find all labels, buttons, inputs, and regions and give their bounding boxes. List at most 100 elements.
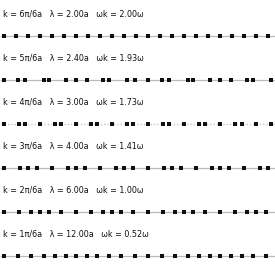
Point (194, 165, 199, 170)
Point (191, 77, 196, 82)
Point (53, 253, 57, 258)
Point (146, 209, 150, 214)
Point (191, 209, 196, 214)
Point (161, 209, 166, 214)
Text: k = 2π/6a   λ = 6.00a   ωk = 1.00ω: k = 2π/6a λ = 6.00a ωk = 1.00ω (3, 186, 143, 195)
Point (59, 121, 64, 126)
Point (158, 33, 163, 38)
Point (50, 165, 54, 170)
Point (233, 209, 238, 214)
Point (98, 33, 103, 38)
Point (122, 33, 127, 38)
Point (107, 77, 111, 82)
Point (229, 253, 233, 258)
Point (210, 165, 214, 170)
Point (62, 33, 66, 38)
Point (269, 121, 274, 126)
Point (258, 165, 262, 170)
Point (146, 165, 150, 170)
Point (167, 77, 172, 82)
Point (53, 121, 57, 126)
Point (16, 253, 20, 258)
Point (131, 121, 136, 126)
Point (110, 121, 114, 126)
Point (182, 209, 186, 214)
Point (26, 165, 30, 170)
Point (197, 121, 202, 126)
Point (110, 209, 114, 214)
Point (160, 77, 164, 82)
Text: k = 6π/6a   λ = 2.00a   ωk = 2.00ω: k = 6π/6a λ = 2.00a ωk = 2.00ω (3, 10, 143, 19)
Point (26, 33, 30, 38)
Point (41, 253, 46, 258)
Point (17, 209, 21, 214)
Point (266, 33, 271, 38)
Point (218, 165, 223, 170)
Point (47, 77, 51, 82)
Point (59, 209, 64, 214)
Point (218, 209, 223, 214)
Point (146, 121, 150, 126)
Point (89, 121, 93, 126)
Point (133, 77, 137, 82)
Text: k = 3π/6a   λ = 4.00a   ωk = 1.41ω: k = 3π/6a λ = 4.00a ωk = 1.41ω (3, 142, 143, 151)
Point (107, 253, 111, 258)
Point (146, 77, 150, 82)
Point (64, 253, 68, 258)
Point (101, 209, 105, 214)
Point (218, 253, 223, 258)
Point (38, 209, 42, 214)
Point (218, 77, 223, 82)
Point (263, 209, 268, 214)
Point (245, 77, 250, 82)
Point (29, 253, 33, 258)
Point (167, 121, 172, 126)
Point (242, 165, 247, 170)
Point (173, 253, 177, 258)
Point (203, 209, 208, 214)
Point (29, 209, 33, 214)
Point (251, 77, 255, 82)
Point (65, 165, 70, 170)
Point (23, 77, 28, 82)
Point (229, 77, 233, 82)
Point (119, 209, 123, 214)
Point (125, 121, 130, 126)
Point (254, 33, 259, 38)
Point (38, 33, 42, 38)
Point (242, 33, 247, 38)
Point (16, 77, 20, 82)
Point (239, 253, 244, 258)
Point (133, 253, 137, 258)
Point (230, 33, 235, 38)
Point (110, 33, 114, 38)
Point (23, 121, 28, 126)
Point (98, 165, 103, 170)
Point (203, 121, 208, 126)
Text: k = 4π/6a   λ = 3.00a   ωk = 1.73ω: k = 4π/6a λ = 3.00a ωk = 1.73ω (3, 98, 143, 107)
Point (74, 209, 78, 214)
Point (134, 33, 139, 38)
Point (95, 253, 100, 258)
Point (2, 209, 6, 214)
Point (263, 253, 268, 258)
Point (2, 121, 6, 126)
Point (2, 165, 6, 170)
Point (245, 209, 250, 214)
Point (161, 121, 166, 126)
Point (17, 165, 22, 170)
Point (254, 209, 259, 214)
Point (74, 121, 78, 126)
Point (74, 253, 78, 258)
Point (131, 165, 135, 170)
Point (233, 121, 238, 126)
Text: k = 1π/6a   λ = 12.00a   ωk = 0.52ω: k = 1π/6a λ = 12.00a ωk = 0.52ω (3, 230, 148, 239)
Point (47, 209, 51, 214)
Point (95, 121, 100, 126)
Point (179, 165, 183, 170)
Point (35, 165, 39, 170)
Point (173, 209, 177, 214)
Point (208, 77, 212, 82)
Point (2, 33, 6, 38)
Point (239, 121, 244, 126)
